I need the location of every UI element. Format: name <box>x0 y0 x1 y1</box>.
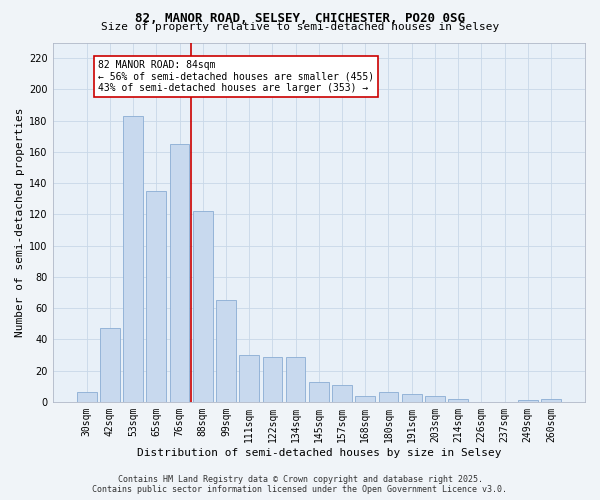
Y-axis label: Number of semi-detached properties: Number of semi-detached properties <box>15 108 25 337</box>
Bar <box>518 400 538 402</box>
Bar <box>355 396 375 402</box>
Bar <box>425 396 445 402</box>
Text: Contains HM Land Registry data © Crown copyright and database right 2025.
Contai: Contains HM Land Registry data © Crown c… <box>92 474 508 494</box>
Bar <box>402 394 422 402</box>
Bar <box>379 392 398 402</box>
Bar <box>170 144 190 402</box>
Bar <box>77 392 97 402</box>
Bar <box>193 211 212 402</box>
Bar <box>263 356 282 402</box>
Bar <box>332 384 352 402</box>
Bar <box>448 398 468 402</box>
Text: Size of property relative to semi-detached houses in Selsey: Size of property relative to semi-detach… <box>101 22 499 32</box>
Text: 82, MANOR ROAD, SELSEY, CHICHESTER, PO20 0SG: 82, MANOR ROAD, SELSEY, CHICHESTER, PO20… <box>135 12 465 26</box>
Text: 82 MANOR ROAD: 84sqm
← 56% of semi-detached houses are smaller (455)
43% of semi: 82 MANOR ROAD: 84sqm ← 56% of semi-detac… <box>98 60 374 93</box>
Bar <box>286 356 305 402</box>
Bar <box>216 300 236 402</box>
Bar <box>541 398 561 402</box>
X-axis label: Distribution of semi-detached houses by size in Selsey: Distribution of semi-detached houses by … <box>137 448 501 458</box>
Bar <box>100 328 120 402</box>
Bar <box>146 191 166 402</box>
Bar <box>123 116 143 402</box>
Bar <box>309 382 329 402</box>
Bar <box>239 355 259 402</box>
